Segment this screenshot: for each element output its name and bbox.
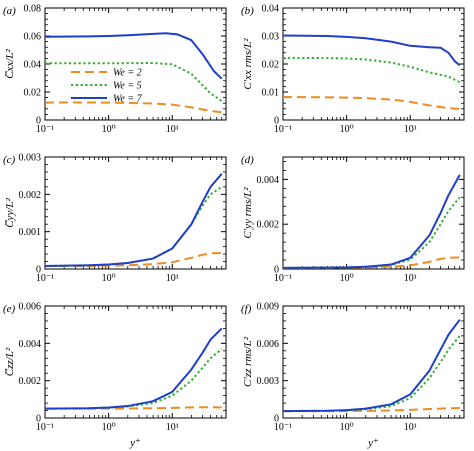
series-line-1 [44, 348, 223, 410]
x-tick-label: 10⁰ [102, 273, 116, 284]
y-tick-label: 0 [274, 265, 279, 276]
y-axis-label: C′yy rms/L² [242, 187, 254, 239]
plot-frame [282, 305, 465, 419]
x-tick-label: 10⁰ [340, 273, 354, 284]
x-tick-label: 10¹ [166, 273, 179, 284]
y-tick-label: 0 [36, 265, 41, 276]
panel-e: 10⁻¹ 10⁰ 10¹ 0 0.002 0.004 0.006(e) C̅zz/L² y⁺ [3, 302, 227, 449]
x-tick-label: 10⁻¹ [36, 124, 54, 135]
y-tick-label: 0.02 [24, 88, 42, 99]
series-line-2 [282, 319, 461, 413]
y-tick-label: 0.006 [19, 302, 42, 313]
x-tick-label: 10⁻¹ [274, 273, 292, 284]
y-tick-label: 0 [36, 414, 41, 425]
y-tick-label: 0.002 [19, 190, 42, 201]
y-tick-label: 0.04 [262, 4, 280, 15]
legend: We = 2 We = 5 We = 7 [71, 68, 143, 105]
x-tick-label: 10⁰ [102, 124, 116, 135]
x-tick-label: 10¹ [404, 124, 417, 135]
y-tick-label: 0.01 [262, 88, 280, 99]
series-line-0 [45, 101, 222, 114]
x-tick-label: 10⁻¹ [36, 273, 54, 284]
plot-frame [44, 156, 227, 270]
y-tick-label: 0.06 [24, 32, 42, 43]
y-tick-label: 0 [36, 116, 41, 127]
y-axis-label: C′xx rms/L² [242, 38, 254, 90]
x-axis-label: y⁺ [367, 437, 379, 449]
y-tick-label: 0.003 [257, 376, 280, 387]
legend-label-1: We = 5 [113, 81, 142, 92]
series-line-2 [44, 32, 223, 80]
x-tick-label: 10¹ [166, 124, 179, 135]
series-line-1 [282, 56, 461, 84]
y-tick-label: 0.08 [24, 4, 42, 15]
y-axis-label: C′zz rms/L² [242, 336, 254, 387]
y-tick-label: 0 [274, 414, 279, 425]
x-tick-label: 10¹ [166, 422, 179, 433]
panel-tag: (b) [241, 5, 254, 17]
y-tick-label: 0.004 [257, 175, 280, 186]
x-tick-label: 10¹ [404, 273, 417, 284]
y-axis-label: C̅yy/L² [4, 198, 16, 228]
y-axis-label: C̅xx/L² [4, 49, 16, 79]
plot-frame [282, 156, 465, 270]
panel-f: 10⁻¹ 10⁰ 10¹ 0 0.003 0.006 0.009 (f) C′zz rms/L²… [241, 302, 465, 449]
series-line-2 [44, 173, 223, 268]
x-tick-label: 10¹ [404, 422, 417, 433]
y-tick-label: 0.004 [19, 339, 42, 350]
y-tick-label: 0.001 [19, 227, 42, 238]
series-line-2 [282, 34, 461, 67]
panel-tag: (f) [241, 303, 252, 315]
y-tick-label: 0.009 [257, 302, 280, 313]
plot-frame [44, 305, 227, 419]
panel-tag: (e) [3, 303, 16, 315]
y-tick-label: 0.04 [24, 60, 42, 71]
legend-label-2: We = 7 [113, 94, 143, 105]
x-tick-label: 10⁻¹ [274, 422, 292, 433]
series-line-0 [282, 96, 460, 110]
panel-tag: (a) [3, 5, 16, 17]
panel-c: 10⁻¹ 10⁰ 10¹ 0 0.001 0.002 0.003(c) C̅yy/L² [3, 153, 227, 284]
x-tick-label: 10⁰ [340, 124, 354, 135]
legend-label-0: We = 2 [113, 68, 142, 79]
y-tick-label: 0.002 [19, 376, 42, 387]
y-tick-label: 0.006 [257, 339, 280, 350]
panel-d: 10⁻¹ 10⁰ 10¹ 0 0.002 0.004(d) C′yy rms/L² [241, 154, 465, 284]
x-axis-label: y⁺ [129, 437, 141, 449]
y-axis-label: C̅zz/L² [4, 347, 16, 376]
y-tick-label: 0 [274, 116, 279, 127]
panel-tag: (d) [241, 154, 254, 166]
x-tick-label: 10⁻¹ [274, 124, 292, 135]
x-tick-label: 10⁰ [102, 422, 116, 433]
y-tick-label: 0.002 [257, 220, 280, 231]
series-line-0 [283, 256, 460, 269]
series-line-2 [44, 327, 223, 410]
y-tick-label: 0.003 [19, 153, 42, 164]
series-line-1 [44, 186, 223, 268]
panel-b: 10⁻¹ 10⁰ 10¹ 0 0.01 0.02 0.03 0.04 (b) C′xx rms/L… [241, 4, 465, 135]
y-tick-label: 0.03 [262, 32, 280, 43]
series-line-1 [282, 335, 461, 413]
x-tick-label: 10⁰ [340, 422, 354, 433]
series-line-0 [45, 251, 222, 268]
series-line-1 [282, 196, 461, 269]
panel-a: 10⁻¹ 10⁰ 10¹ 0 0.02 0.04 0.06 0.08 (a) C̅xx/L² [3, 4, 227, 135]
x-tick-label: 10⁻¹ [36, 422, 54, 433]
series-line-2 [282, 174, 461, 269]
y-tick-label: 0.02 [262, 60, 280, 71]
panel-tag: (c) [3, 154, 16, 166]
plot-frame [282, 7, 465, 121]
